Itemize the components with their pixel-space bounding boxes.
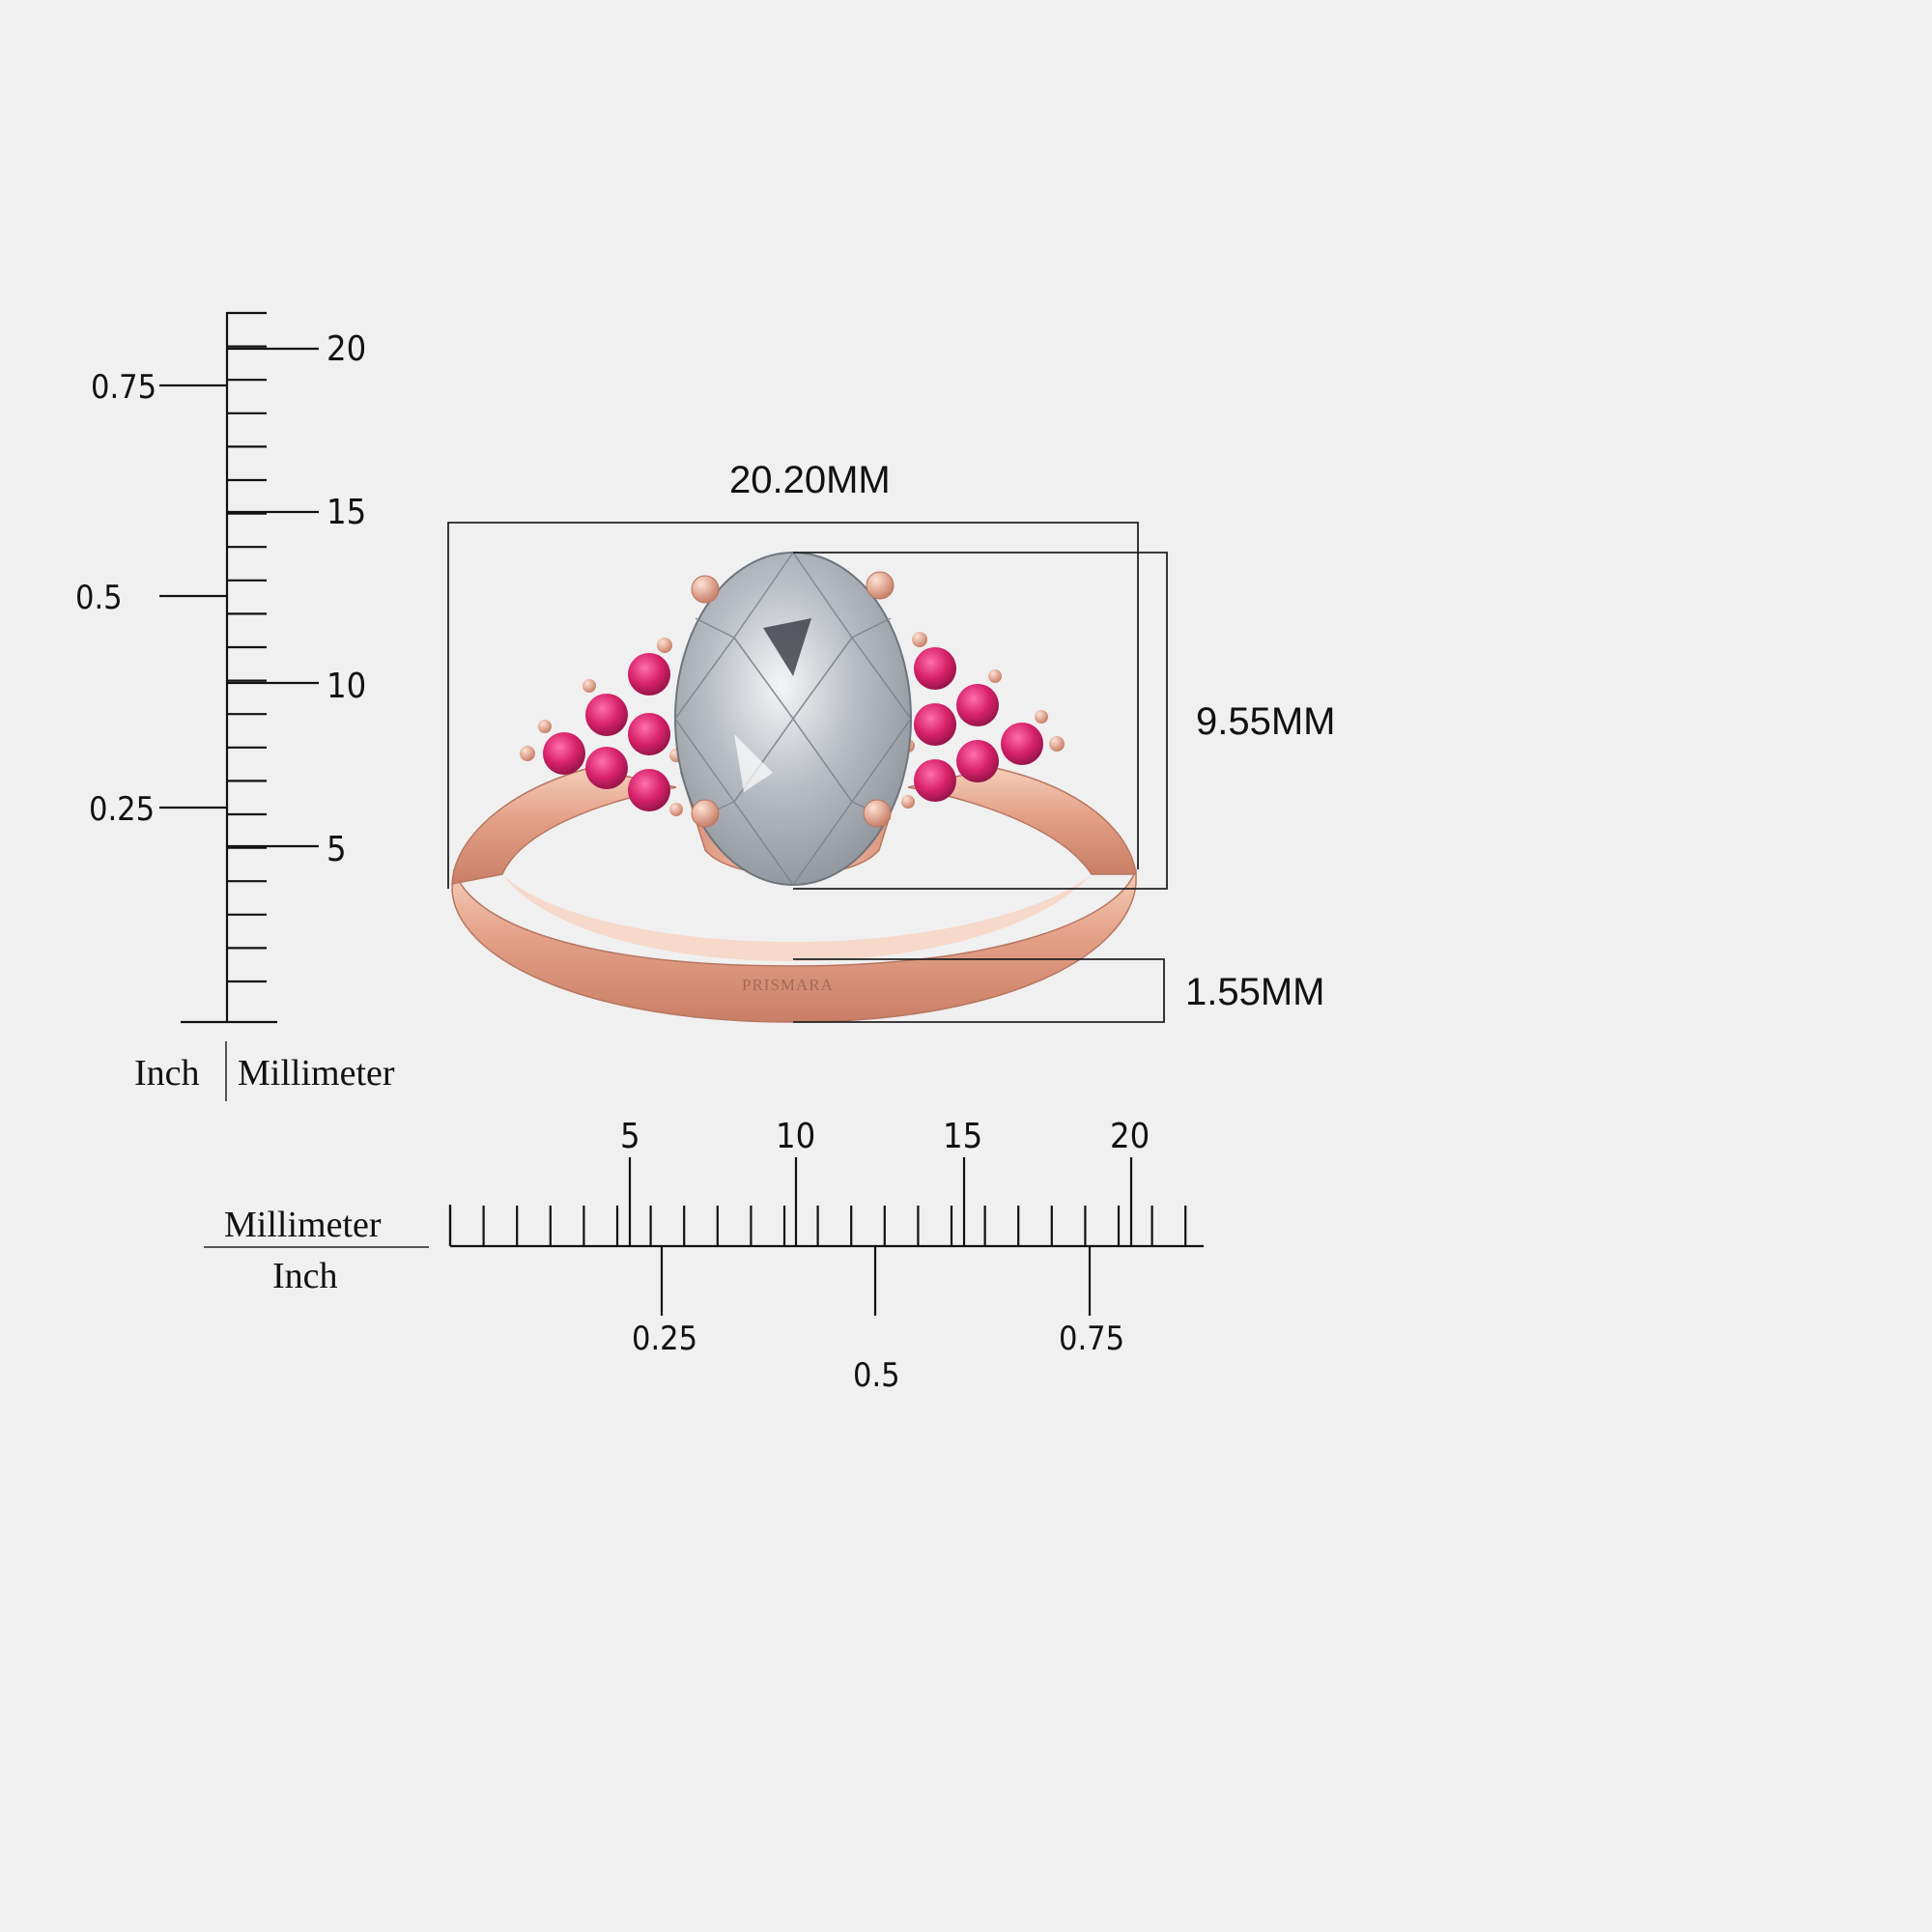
h-inch-label-0.75: 0.75 <box>1059 1320 1124 1358</box>
band-lower <box>451 868 1137 1023</box>
v-mm-label-20: 20 <box>327 329 366 369</box>
height-bracket <box>793 552 1168 890</box>
h-unit-inch: Inch <box>272 1256 338 1296</box>
h-inch-label-0.5: 0.5 <box>853 1356 900 1395</box>
right-shoulder <box>907 767 1137 875</box>
right-accent-stones <box>914 647 1043 802</box>
h-mm-label-5: 5 <box>620 1117 640 1156</box>
horizontal-ruler <box>448 1157 1204 1316</box>
accent-stone <box>914 759 956 802</box>
v-mm-label-5: 5 <box>327 830 347 869</box>
accent-stone <box>585 694 628 736</box>
accent-stone <box>914 703 956 746</box>
stone-highlight-facet <box>734 734 773 792</box>
accent-stone <box>956 740 999 782</box>
left-accent-stones <box>543 653 670 811</box>
v-mm-label-15: 15 <box>327 493 366 532</box>
band-dimension-label: 1.55MM <box>1185 971 1325 1013</box>
stone-shadow-facet <box>763 618 811 676</box>
accent-stone <box>585 747 628 789</box>
band-bracket <box>793 958 1165 1023</box>
left-shoulder <box>451 767 677 885</box>
height-dimension-label: 9.55MM <box>1196 700 1336 743</box>
accent-stone <box>543 732 585 775</box>
accent-stone <box>628 713 670 755</box>
accent-stone <box>914 647 956 690</box>
brand-engraving: PRISMARA <box>742 976 834 994</box>
accent-stone <box>956 684 999 726</box>
vertical-ruler-labels: 20 15 10 5 0.75 0.5 0.25 Inch Millimeter <box>75 329 395 1101</box>
product-size-chart: 20 15 10 5 0.75 0.5 0.25 Inch Millimeter… <box>75 311 1336 1395</box>
ring-image: PRISMARA <box>451 551 1137 1023</box>
band-inner-highlight <box>502 874 1092 961</box>
v-unit-inch: Inch <box>134 1053 200 1094</box>
width-bracket <box>447 522 1139 889</box>
h-mm-label-10: 10 <box>776 1117 815 1156</box>
v-inch-label-0.5: 0.5 <box>75 579 123 617</box>
h-inch-label-0.25: 0.25 <box>632 1320 697 1358</box>
accent-stone <box>628 769 670 811</box>
v-mm-label-10: 10 <box>327 667 366 706</box>
vertical-ruler <box>159 311 319 1024</box>
h-unit-mm: Millimeter <box>224 1205 382 1245</box>
v-inch-label-0.75: 0.75 <box>91 368 156 407</box>
h-mm-label-20: 20 <box>1110 1117 1150 1156</box>
width-dimension-label: 20.20MM <box>729 459 891 501</box>
v-unit-mm: Millimeter <box>238 1053 395 1094</box>
v-inch-label-0.25: 0.25 <box>89 790 155 829</box>
accent-stone <box>1001 723 1043 765</box>
accent-stone <box>628 653 670 696</box>
h-mm-label-15: 15 <box>943 1117 982 1156</box>
horizontal-ruler-labels: 5 10 15 20 0.25 0.5 0.75 Millimeter Inch <box>204 1117 1150 1395</box>
center-prongs <box>691 571 895 828</box>
dimension-lines <box>447 522 1168 1023</box>
